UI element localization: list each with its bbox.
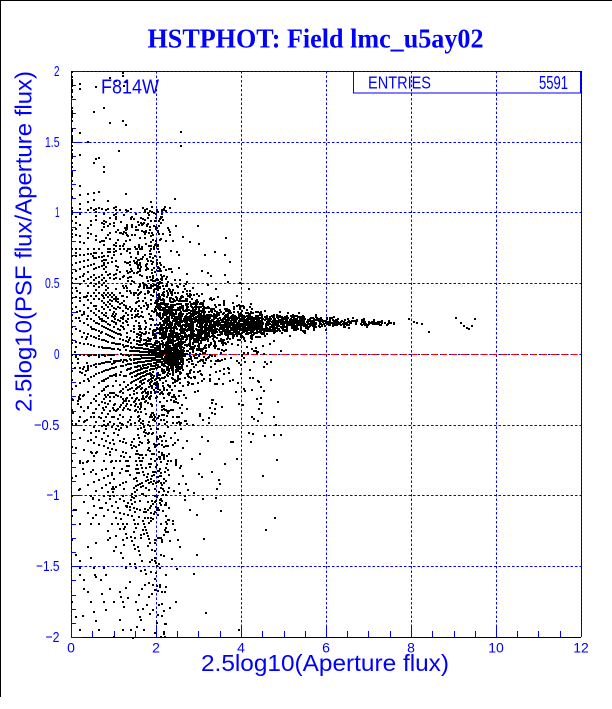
- svg-text:2: 2: [152, 640, 160, 656]
- svg-text:2.5log10(Aperture flux): 2.5log10(Aperture flux): [201, 650, 449, 676]
- svg-text:5591: 5591: [539, 73, 568, 93]
- svg-text:0.5: 0.5: [45, 275, 60, 292]
- svg-text:4: 4: [237, 640, 245, 656]
- svg-text:0: 0: [67, 640, 75, 656]
- svg-text:−1: −1: [47, 487, 60, 504]
- svg-text:−1.5: −1.5: [36, 558, 60, 575]
- svg-text:HSTPHOT: Field lmc_u5ay02: HSTPHOT: Field lmc_u5ay02: [148, 24, 484, 54]
- svg-text:ENTRIES: ENTRIES: [368, 73, 431, 93]
- svg-text:6: 6: [322, 640, 330, 656]
- svg-text:12: 12: [573, 640, 589, 656]
- svg-text:2.5log10(PSF flux/Aperture flu: 2.5log10(PSF flux/Aperture flux): [11, 71, 37, 412]
- svg-text:10: 10: [488, 640, 504, 656]
- svg-text:1.5: 1.5: [45, 134, 60, 151]
- svg-text:0: 0: [54, 346, 60, 363]
- svg-text:−2: −2: [46, 629, 60, 646]
- svg-text:8: 8: [407, 640, 415, 656]
- svg-text:2: 2: [54, 63, 60, 80]
- svg-text:1: 1: [55, 204, 60, 221]
- svg-text:F814W: F814W: [101, 76, 159, 98]
- svg-text:−0.5: −0.5: [34, 417, 60, 434]
